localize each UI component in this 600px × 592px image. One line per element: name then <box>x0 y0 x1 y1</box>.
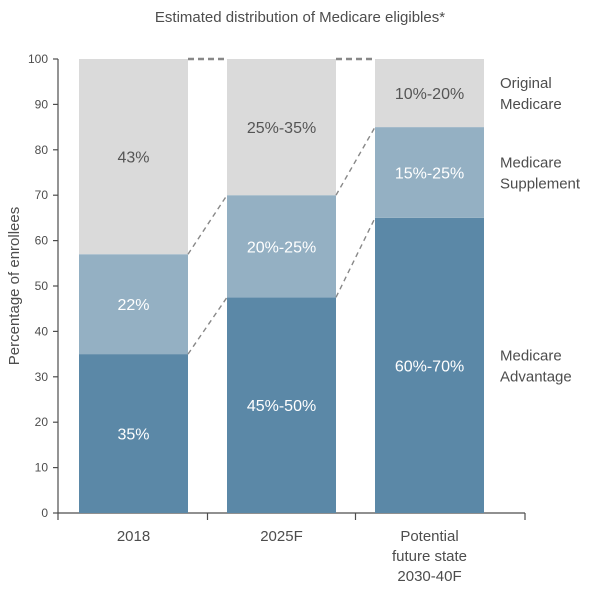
y-tick-label: 50 <box>35 279 49 293</box>
bar-segment <box>227 297 336 513</box>
bar-segment <box>375 127 484 218</box>
y-tick-label: 60 <box>35 234 49 248</box>
segment-label: 20%-25% <box>247 239 316 256</box>
connector-line <box>187 194 228 255</box>
y-tick-label: 40 <box>35 324 49 338</box>
segment-label: 22% <box>117 297 149 314</box>
segment-label: 10%-20% <box>395 86 464 103</box>
bar-segment <box>227 59 336 196</box>
segment-label: 45%-50% <box>247 398 316 415</box>
y-tick-label: 20 <box>35 415 49 429</box>
connector-line <box>335 217 376 298</box>
bar-segment <box>79 59 188 255</box>
y-tick-label: 80 <box>35 143 49 157</box>
y-tick-label: 10 <box>35 461 49 475</box>
plot-area: 0 10 20 30 40 50 60 70 80 90 100 35% 22% 43% 2018 45%-5… <box>28 52 581 585</box>
bar-segment <box>227 195 336 298</box>
segment-label: 60%-70% <box>395 358 464 375</box>
legend-label: Original Medicare <box>500 75 562 113</box>
category-label: 2025F <box>260 528 303 545</box>
category-label: Potential future state 2030-40F <box>392 528 467 585</box>
segment-label: 15%-25% <box>395 166 464 183</box>
segment-label: 43% <box>117 150 149 167</box>
segment-label: 25%-35% <box>247 120 316 137</box>
category-label: 2018 <box>117 528 150 545</box>
y-tick-label: 70 <box>35 188 49 202</box>
legend-label: Medicare Supplement <box>500 155 581 193</box>
y-tick-label: 0 <box>41 506 48 520</box>
bar-segment <box>375 217 484 513</box>
y-tick-label: 30 <box>35 370 49 384</box>
y-tick-label: 100 <box>28 52 48 66</box>
bar-segment <box>375 59 484 128</box>
y-tick-label: 90 <box>35 97 49 111</box>
connector-line <box>187 296 228 355</box>
bar-segment <box>79 254 188 355</box>
legend-label: Medicare Advantage <box>500 347 572 385</box>
connector-line <box>335 126 376 196</box>
y-axis-title: Percentage of enrollees <box>6 207 23 365</box>
segment-label: 35% <box>117 427 149 444</box>
chart-title: Estimated distribution of Medicare eligi… <box>155 9 445 26</box>
bar-segment <box>79 354 188 513</box>
